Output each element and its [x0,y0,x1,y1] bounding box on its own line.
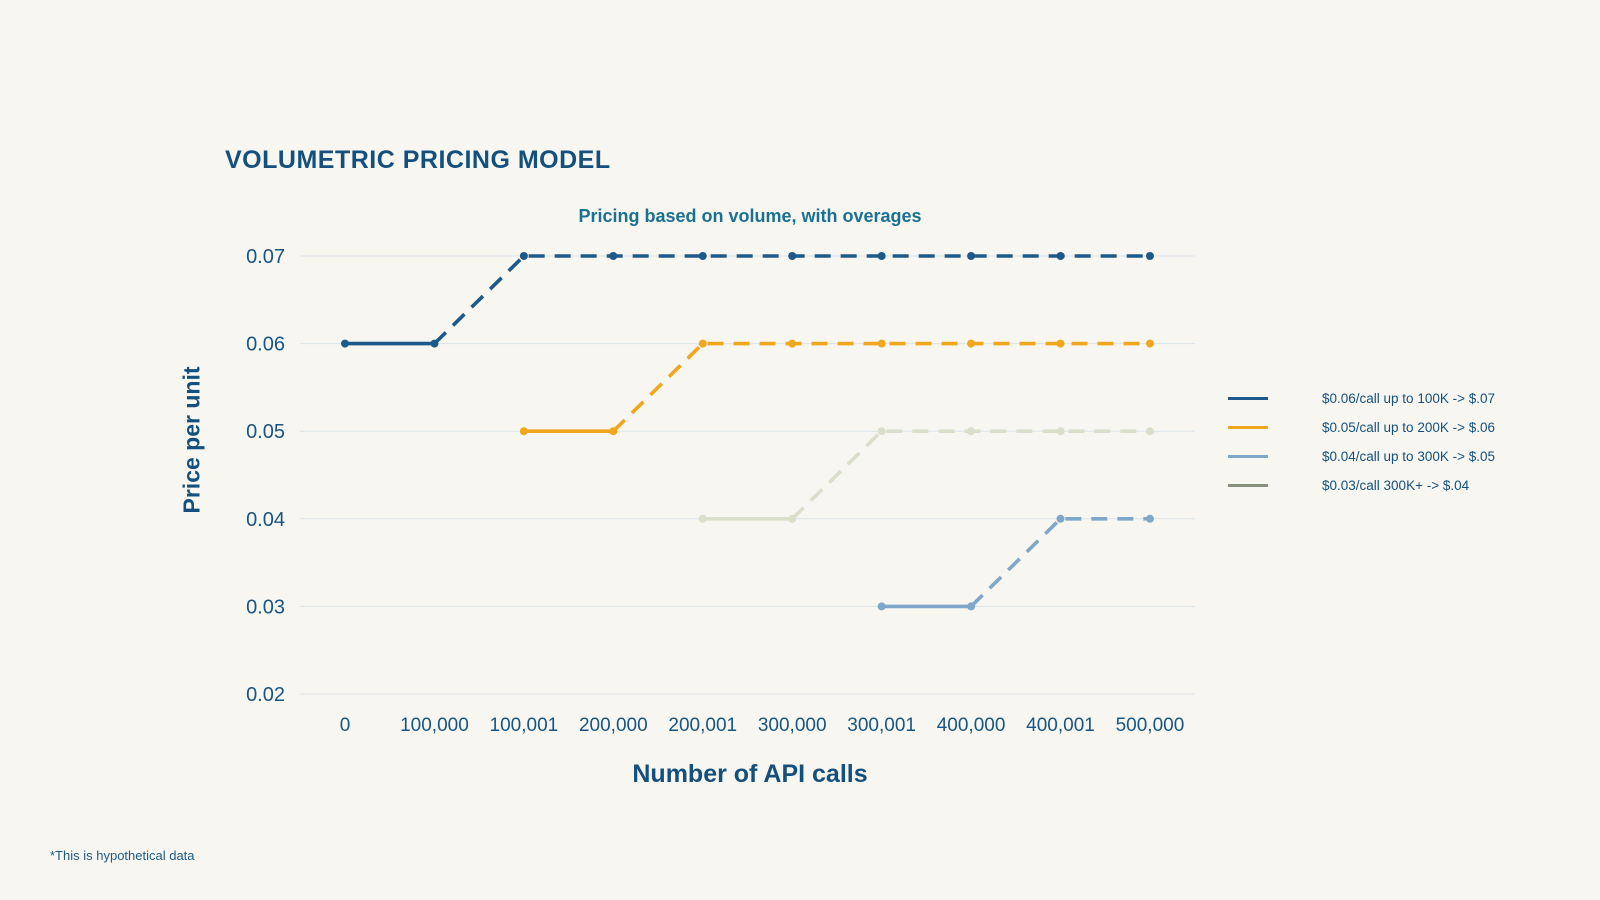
legend-label-tier3: $0.04/call up to 300K -> $.05 [1322,449,1496,464]
x-tick-label: 300,001 [847,715,916,736]
legend-item: $0.06/call up to 100K -> $.07 [1228,384,1495,413]
x-tick-label: 500,000 [1116,715,1185,736]
y-tick-label: 0.04 [246,509,285,531]
legend-item: $0.03/call 300K+ -> $.04 [1228,471,1495,500]
legend-swatch-tier4 [1228,484,1268,487]
data-point [1145,339,1154,348]
y-tick-label: 0.03 [246,596,285,618]
data-point [698,339,707,348]
data-point [877,602,886,611]
legend: $0.06/call up to 100K -> $.07 $0.05/call… [1228,384,1495,500]
series-line-dashed [969,517,1150,608]
legend-item: $0.05/call up to 200K -> $.06 [1228,413,1495,442]
legend-swatch-tier3 [1228,455,1268,458]
series-line-dashed [790,429,1150,521]
data-point [519,252,528,260]
data-point [788,252,797,260]
chart-subtitle: Pricing based on volume, with overages [578,206,922,226]
chart-title: VOLUMETRIC PRICING MODEL [225,146,611,174]
data-point [877,427,886,436]
y-tick-label: 0.05 [246,421,285,443]
series-line-dashed [612,341,1150,433]
y-tick-label: 0.02 [246,684,285,706]
x-tick-label: 100,001 [490,715,559,736]
x-tick-label: 400,001 [1026,715,1095,736]
plot-area: 0.07 0.06 0.05 0.04 0.03 0.02 0 100,000 100,001 2… [246,246,1195,736]
footnote: *This is hypothetical data [50,848,195,863]
data-point [967,427,976,436]
y-tick-label: 0.07 [246,246,285,268]
x-axis-title: Number of API calls [632,760,868,788]
x-tick-label: 0 [340,715,351,736]
legend-item: $0.04/call up to 300K -> $.05 [1228,442,1495,471]
legend-swatch-tier2 [1228,426,1268,429]
data-point [788,339,797,348]
series-line-dashed [433,254,1150,345]
data-point [609,252,618,260]
data-point [698,514,707,523]
data-point [967,602,976,611]
x-tick-label: 400,000 [937,715,1006,736]
data-point [1145,514,1154,523]
data-point [341,339,349,348]
data-point [1056,252,1065,260]
data-point [430,339,439,348]
data-point [609,427,618,436]
data-point [877,252,886,260]
x-tick-label: 100,000 [400,715,469,736]
data-point [967,339,976,348]
y-axis-title: Price per unit [178,366,205,514]
y-tick-label: 0.06 [246,334,285,356]
data-point [1056,339,1065,348]
legend-label-tier4: $0.03/call 300K+ -> $.04 [1322,478,1470,493]
data-point [519,427,528,436]
data-point [698,252,707,260]
legend-label-tier1: $0.06/call up to 100K -> $.07 [1322,391,1496,406]
x-tick-label: 200,000 [579,715,648,736]
data-point [1056,427,1065,436]
legend-swatch-tier1 [1228,397,1268,400]
x-tick-label: 200,001 [668,715,737,736]
data-point [967,252,976,260]
data-point [1145,252,1154,260]
data-point [788,514,797,523]
data-point [877,339,886,348]
x-tick-label: 300,000 [758,715,827,736]
data-point [1056,514,1065,523]
data-point [1145,427,1154,436]
legend-label-tier2: $0.05/call up to 200K -> $.06 [1322,420,1496,435]
